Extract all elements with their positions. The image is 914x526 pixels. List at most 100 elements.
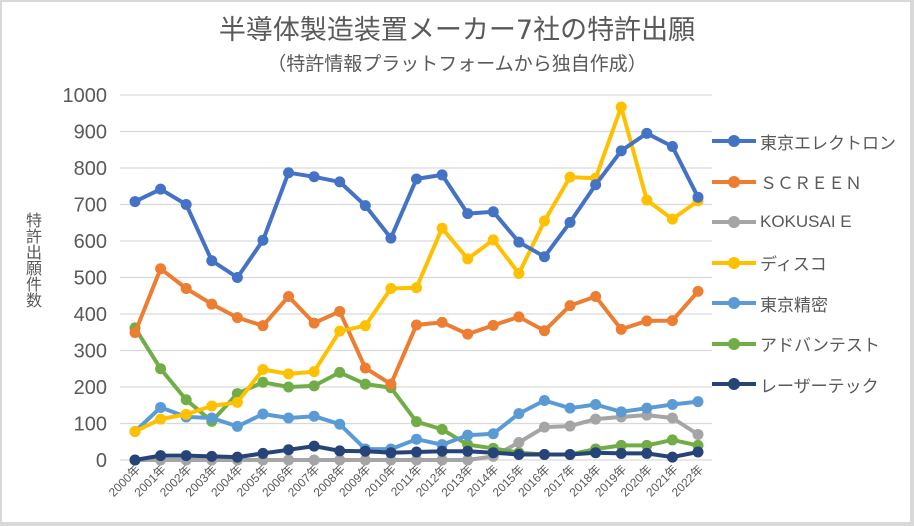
data-point bbox=[206, 450, 218, 462]
data-point bbox=[129, 327, 141, 339]
legend-marker-icon bbox=[712, 374, 756, 394]
legend-label: 東京精密 bbox=[760, 295, 828, 315]
data-point bbox=[308, 317, 320, 329]
legend-item: アドバンテスト bbox=[712, 334, 880, 355]
data-point bbox=[231, 420, 243, 432]
data-point bbox=[641, 402, 653, 414]
data-point bbox=[359, 454, 371, 466]
data-point bbox=[462, 454, 474, 466]
data-point bbox=[641, 447, 653, 459]
data-point bbox=[308, 171, 320, 183]
data-point bbox=[411, 319, 422, 331]
legend-label: アドバンテスト bbox=[760, 336, 880, 355]
series-line-0 bbox=[134, 131, 700, 280]
data-point bbox=[411, 433, 422, 445]
data-point bbox=[411, 282, 422, 294]
data-point bbox=[334, 445, 346, 457]
data-point bbox=[334, 454, 346, 466]
data-point bbox=[462, 445, 474, 457]
legend-item: KOKUSAI E bbox=[712, 212, 852, 232]
data-point bbox=[641, 315, 653, 327]
data-point bbox=[487, 234, 499, 246]
data-point bbox=[436, 423, 448, 435]
y-tick-label: 300 bbox=[74, 341, 107, 363]
data-point bbox=[308, 380, 320, 392]
data-point bbox=[359, 445, 371, 457]
legend-item: レーザーテック bbox=[712, 374, 879, 396]
data-point bbox=[129, 196, 141, 208]
data-point bbox=[692, 428, 704, 440]
legend-marker-icon bbox=[712, 131, 756, 151]
data-point bbox=[231, 451, 243, 463]
data-point bbox=[308, 410, 320, 422]
data-point bbox=[129, 426, 141, 438]
legend-label: 東京エレクトロン bbox=[760, 133, 896, 153]
legend-item: 東京エレクトロン bbox=[712, 131, 896, 153]
data-point bbox=[538, 215, 550, 227]
legend-label: レーザーテック bbox=[760, 376, 879, 396]
data-point bbox=[283, 444, 295, 456]
data-point bbox=[283, 368, 295, 380]
data-point bbox=[564, 402, 576, 414]
data-point bbox=[411, 454, 422, 466]
data-point bbox=[308, 454, 320, 466]
data-point bbox=[155, 363, 167, 375]
data-point bbox=[538, 421, 550, 433]
data-point bbox=[487, 428, 499, 440]
data-point bbox=[206, 298, 218, 310]
data-point bbox=[385, 282, 397, 294]
data-point bbox=[513, 236, 525, 248]
data-point bbox=[206, 400, 218, 412]
y-tick-label: 1000 bbox=[63, 85, 108, 107]
data-point bbox=[487, 319, 499, 331]
data-point bbox=[180, 282, 192, 294]
data-point bbox=[257, 447, 269, 459]
y-tick-label: 900 bbox=[74, 122, 107, 144]
legend-marker-icon bbox=[712, 253, 756, 273]
data-point bbox=[334, 176, 346, 188]
data-point bbox=[334, 305, 346, 317]
data-point bbox=[590, 290, 602, 302]
data-point bbox=[308, 440, 320, 452]
y-tick-label: 400 bbox=[74, 304, 107, 326]
data-point bbox=[641, 127, 653, 139]
data-point bbox=[615, 101, 627, 113]
data-point bbox=[411, 173, 422, 185]
data-point bbox=[666, 434, 678, 446]
data-point bbox=[513, 449, 525, 461]
data-point bbox=[641, 439, 653, 451]
data-point bbox=[564, 300, 576, 312]
data-point bbox=[590, 413, 602, 425]
data-point bbox=[231, 312, 243, 324]
data-point bbox=[666, 213, 678, 225]
data-point bbox=[180, 199, 192, 210]
data-point bbox=[615, 406, 627, 418]
data-point bbox=[666, 399, 678, 411]
data-point bbox=[564, 449, 576, 461]
data-point bbox=[385, 447, 397, 459]
data-point bbox=[666, 315, 678, 327]
data-point bbox=[590, 399, 602, 411]
data-point bbox=[359, 320, 371, 332]
legend-marker-icon bbox=[712, 172, 756, 192]
chart-title: 半導体製造装置メーカー7社の特許出願 bbox=[218, 15, 696, 46]
y-tick-label: 100 bbox=[74, 414, 107, 436]
data-point bbox=[308, 366, 320, 378]
data-point bbox=[385, 232, 397, 244]
data-point bbox=[513, 436, 525, 448]
data-point bbox=[283, 454, 295, 466]
data-point bbox=[590, 179, 602, 191]
data-point bbox=[615, 145, 627, 157]
data-point bbox=[359, 378, 371, 390]
data-point bbox=[180, 408, 192, 420]
data-point bbox=[513, 311, 525, 323]
y-axis-label: 特許出願件数 bbox=[23, 212, 42, 308]
data-point bbox=[359, 200, 371, 212]
data-point bbox=[411, 446, 422, 458]
data-point bbox=[436, 169, 448, 181]
data-point bbox=[564, 420, 576, 432]
data-point bbox=[462, 429, 474, 441]
data-point bbox=[129, 454, 141, 466]
data-point bbox=[538, 449, 550, 461]
y-tick-label: 800 bbox=[74, 158, 107, 180]
